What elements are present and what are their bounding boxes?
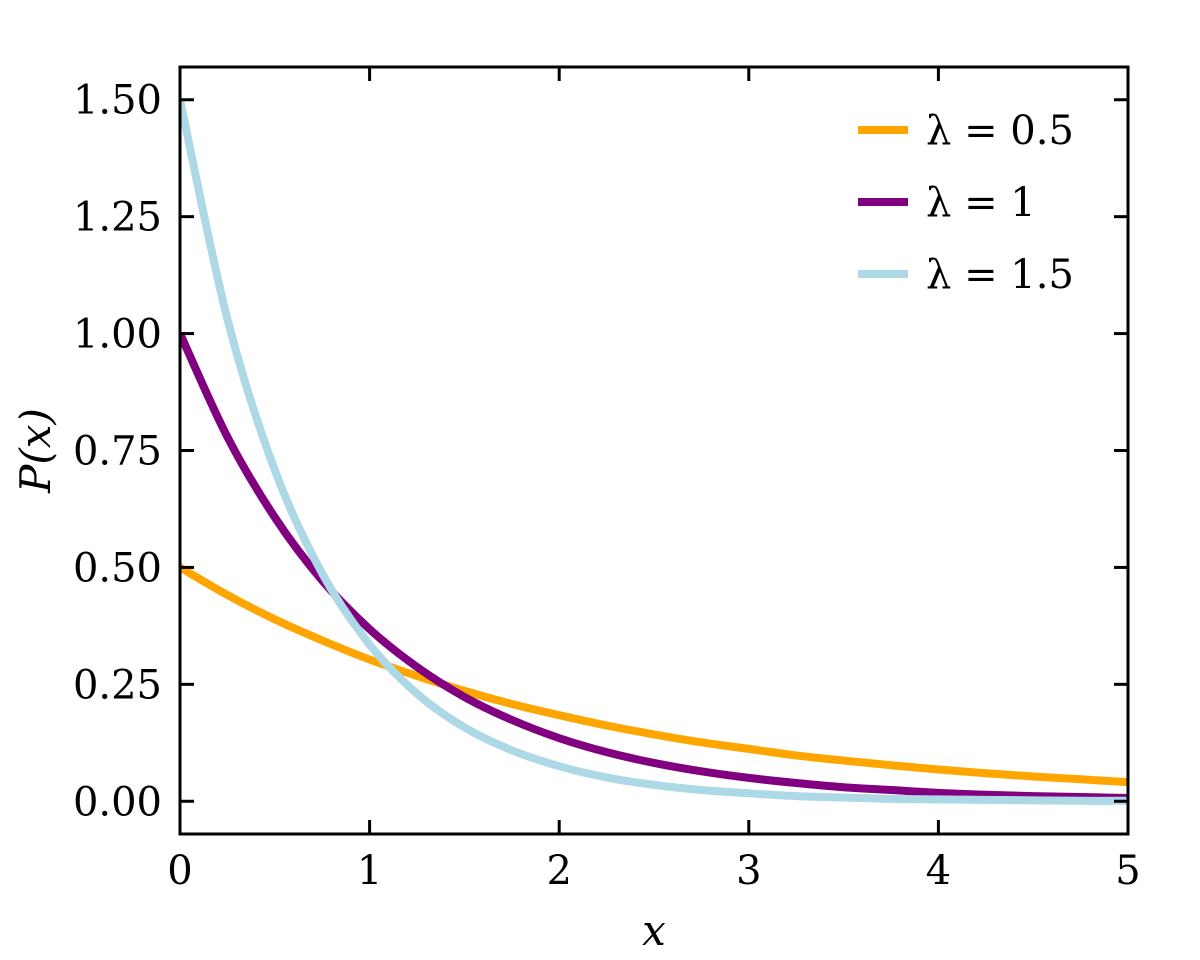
y-tick-label: 0.00: [73, 779, 162, 825]
y-tick-label: 1.00: [73, 312, 162, 358]
x-axis-label: x: [642, 906, 666, 955]
legend: λ = 0.5 λ = 1 λ = 1.5: [858, 108, 1074, 298]
y-axis-label: P(x): [11, 408, 60, 494]
x-tick-label: 5: [1115, 848, 1140, 894]
ticks-layer: 0 1 2 3 4 5 0.00 0.25 0.50 0.75 1.00 1.25 1.50: [73, 67, 1141, 894]
series-line-3: [180, 98, 1128, 805]
series-layer: [180, 98, 1128, 805]
legend-label-3: λ = 1.5: [926, 252, 1074, 298]
legend-label-1: λ = 0.5: [926, 108, 1074, 154]
y-tick-label: 0.25: [73, 662, 162, 708]
x-tick-label: 1: [357, 848, 382, 894]
x-tick-label: 3: [736, 848, 761, 894]
legend-label-2: λ = 1: [926, 180, 1036, 226]
y-tick-label: 1.25: [73, 195, 162, 241]
series-line-1: [180, 563, 1128, 787]
y-tick-label: 0.50: [73, 545, 162, 591]
series-line-2: [180, 331, 1128, 802]
y-tick-label: 1.50: [73, 78, 162, 124]
x-tick-label: 0: [167, 848, 192, 894]
y-tick-label: 0.75: [73, 429, 162, 475]
x-tick-label: 2: [546, 848, 571, 894]
x-tick-label: 4: [926, 848, 951, 894]
